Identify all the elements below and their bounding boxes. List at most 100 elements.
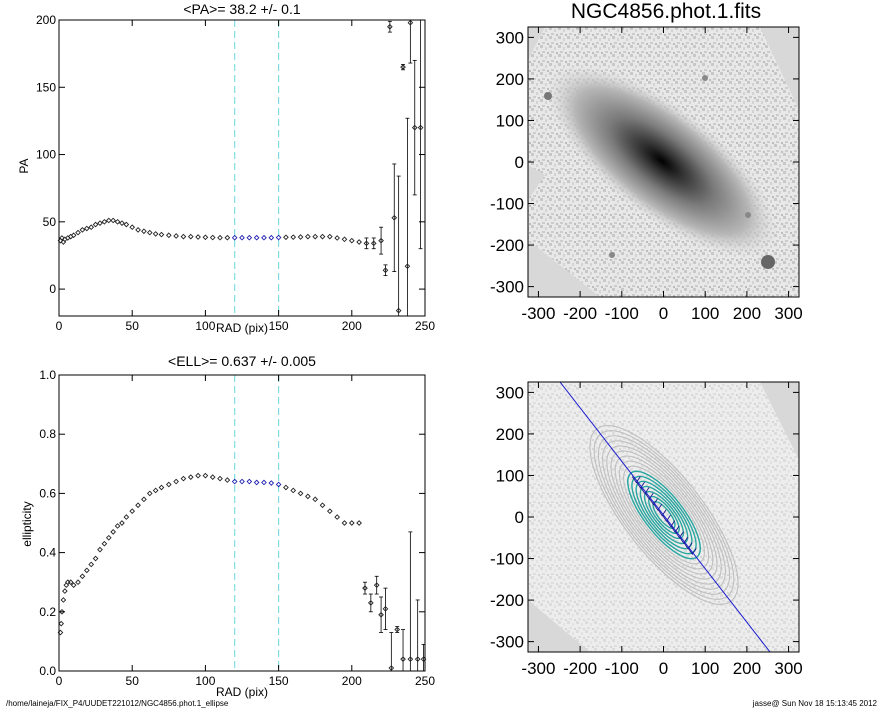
data-point — [253, 234, 260, 241]
data-point — [195, 234, 201, 240]
data-point — [88, 561, 95, 568]
data-point — [327, 508, 333, 514]
data-point — [217, 234, 223, 241]
data-point — [75, 579, 81, 586]
pa-plot-frame — [58, 19, 426, 317]
star — [761, 255, 775, 269]
data-point — [119, 220, 125, 227]
data-point — [348, 520, 355, 526]
data-point — [305, 233, 311, 240]
data-point — [414, 656, 421, 662]
image-y-tick-label: -200 — [490, 236, 524, 255]
data-point — [407, 656, 414, 662]
star — [544, 92, 552, 100]
ellipticity-plot: <ELL>= 0.637 +/- 0.005 RAD (pix) ellipti… — [20, 353, 435, 699]
data-point — [305, 493, 311, 500]
data-point — [58, 620, 65, 627]
data-point — [62, 588, 68, 594]
x-tick-label: 250 — [415, 319, 435, 333]
data-point — [158, 484, 165, 491]
image-x-tick-label: -300 — [521, 304, 555, 323]
data-point — [209, 234, 216, 241]
data-point — [64, 579, 71, 586]
fit-chevron — [662, 514, 671, 522]
image-x-tick-label: -100 — [605, 304, 639, 323]
fit-chevron — [670, 525, 680, 533]
x-tick-label: 200 — [342, 319, 362, 333]
data-point — [180, 233, 187, 240]
data-point — [187, 474, 194, 480]
mask-region — [760, 27, 799, 110]
data-point — [209, 474, 216, 480]
data-point — [158, 231, 165, 238]
data-point — [275, 234, 282, 241]
data-point — [79, 227, 86, 233]
data-point — [173, 478, 179, 485]
fit-chevron — [666, 520, 676, 528]
data-point — [202, 472, 209, 479]
data-point — [231, 234, 238, 241]
data-point — [363, 240, 370, 247]
data-point — [407, 19, 414, 26]
data-point — [253, 479, 260, 486]
data-point — [327, 233, 333, 240]
data-point — [110, 529, 117, 535]
fit-chevron — [657, 509, 667, 517]
data-point — [141, 496, 147, 503]
data-point — [297, 490, 304, 497]
data-point — [97, 546, 103, 553]
image-y-tick-label: 200 — [496, 425, 524, 444]
data-point — [129, 508, 136, 514]
data-point — [319, 502, 326, 509]
image-x-tick-label: 300 — [774, 659, 802, 678]
data-point — [83, 225, 90, 232]
data-point — [283, 484, 289, 491]
data-point — [165, 481, 172, 488]
data-point — [356, 520, 362, 526]
data-point — [391, 214, 398, 221]
data-point — [70, 582, 77, 588]
data-point — [382, 606, 389, 612]
fit-chevron — [653, 503, 663, 511]
data-point — [70, 232, 77, 239]
data-point — [60, 597, 67, 603]
fit-chevron — [649, 498, 658, 506]
data-point — [261, 234, 267, 241]
data-point — [105, 217, 112, 224]
y-tick-label: 200 — [36, 13, 56, 27]
data-point — [152, 487, 159, 494]
data-point — [319, 233, 326, 240]
pa-plot-xlabel: RAD (pix) — [216, 321, 268, 335]
data-point — [83, 567, 90, 574]
data-point — [334, 514, 340, 520]
data-point — [79, 573, 86, 580]
data-point — [290, 234, 297, 240]
data-point — [341, 236, 348, 243]
data-point — [362, 585, 368, 591]
mask-region — [528, 165, 545, 200]
data-point — [224, 477, 231, 483]
mask-region — [528, 600, 590, 652]
data-point — [395, 307, 402, 314]
data-point — [378, 611, 384, 618]
data-point — [119, 520, 125, 526]
footer-timestamp: jasse@ Sun Nov 18 15:13:45 2012 — [752, 699, 878, 708]
galaxy-body — [546, 64, 778, 258]
y-tick-label: 100 — [36, 148, 56, 162]
image-y-tick-label: 0 — [515, 153, 524, 172]
data-point — [388, 665, 395, 671]
image-x-tick-label: 0 — [659, 659, 668, 678]
y-tick-label: 0.4 — [39, 546, 56, 560]
data-point — [367, 600, 374, 606]
y-tick-label: 150 — [36, 80, 56, 94]
data-point — [173, 233, 179, 239]
image-y-tick-label: 300 — [496, 383, 524, 402]
data-point — [180, 475, 187, 482]
data-point — [67, 579, 74, 586]
x-tick-label: 100 — [195, 674, 215, 688]
image-y-tick-label: 100 — [496, 466, 524, 485]
image-y-tick-label: 0 — [515, 508, 524, 527]
data-point — [268, 480, 275, 486]
data-point — [187, 233, 194, 240]
pa-plot-ylabel: PA — [17, 158, 31, 173]
